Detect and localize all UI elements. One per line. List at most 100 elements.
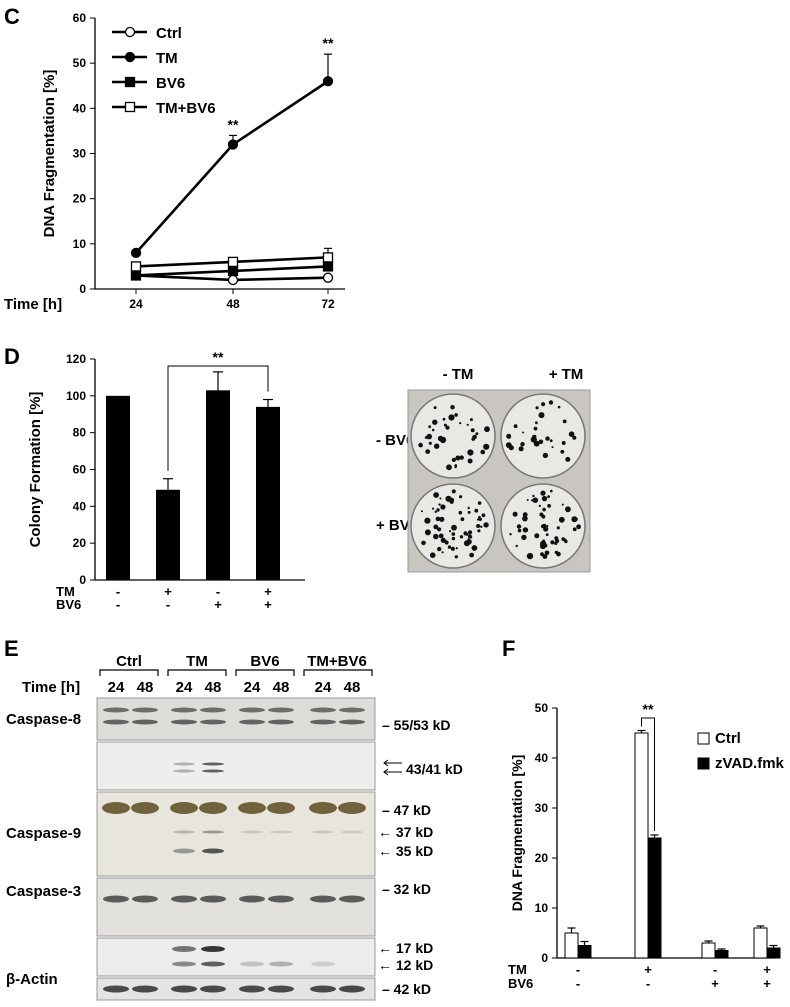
size-marker: – 55/53 kD — [382, 717, 451, 733]
colony-dot — [516, 524, 522, 529]
blot-band — [239, 707, 265, 713]
size-marker: ← 12 kD — [378, 957, 433, 973]
blot-band — [202, 848, 224, 854]
condition-sign: - — [116, 597, 120, 612]
colony-dot — [438, 503, 441, 506]
blot-band — [171, 719, 197, 725]
y-tick-label: 20 — [73, 192, 87, 206]
colony-dot — [565, 456, 571, 462]
blot-band — [238, 802, 266, 814]
blot-band — [339, 707, 365, 713]
colony-dot — [451, 536, 456, 541]
blot-band — [341, 830, 363, 834]
x-tick-label: 48 — [226, 297, 240, 311]
colony-dot — [541, 402, 546, 407]
blot-band — [170, 802, 198, 814]
y-tick-label: 50 — [73, 56, 87, 70]
colony-dot — [545, 533, 549, 536]
blot-group-tm: TM — [186, 653, 208, 670]
y-tick-label: 60 — [73, 11, 87, 25]
colony-dot — [522, 515, 528, 522]
colony-dot — [454, 413, 458, 417]
colony-dot — [447, 545, 452, 549]
panel-label-f: F — [502, 636, 516, 661]
colony-dot — [508, 445, 514, 451]
colony-dot — [541, 514, 546, 519]
colony-dot — [481, 451, 485, 455]
data-point — [227, 274, 239, 286]
protein-actin: β-Actin — [6, 971, 58, 988]
y-tick-label: 50 — [535, 701, 549, 715]
colony-dot — [549, 439, 553, 443]
colony-dot — [551, 446, 554, 449]
colony-dot — [475, 432, 479, 436]
colony-dot — [542, 507, 546, 512]
bar — [156, 489, 180, 580]
x-tick-label: 72 — [321, 297, 335, 311]
colony-dot — [433, 524, 439, 530]
colony-dot — [480, 525, 483, 528]
lane-label: 24 — [244, 679, 261, 696]
y-axis-label: DNA Fragmentation [%] — [41, 70, 58, 238]
blot-band — [339, 985, 365, 993]
lane-label: 24 — [108, 679, 125, 696]
size-marker: – 42 kD — [382, 981, 431, 997]
colony-dot — [557, 405, 561, 409]
blot-band — [173, 830, 195, 834]
colony-dot — [517, 528, 522, 533]
colony-dot — [469, 418, 473, 422]
time-label: Time [h] — [22, 679, 80, 696]
colony-dot — [451, 524, 457, 531]
blot-band — [268, 719, 294, 725]
colony-dot — [449, 497, 455, 503]
colony-dot — [470, 428, 475, 433]
arrow-icon — [383, 759, 402, 776]
plate-well — [500, 393, 586, 479]
colony-dot — [459, 422, 462, 425]
colony-dot — [574, 517, 578, 521]
colony-dot — [429, 552, 436, 558]
y-tick-label: 10 — [535, 901, 549, 915]
colony-dot — [465, 533, 469, 536]
legend-label: BV6 — [156, 75, 185, 92]
colony-dot — [570, 433, 574, 436]
blot-band — [171, 895, 197, 903]
colony-dot — [545, 436, 550, 441]
condition-sign: + — [164, 584, 172, 599]
colony-dot — [481, 513, 486, 518]
colony-dot — [548, 400, 554, 405]
colony-dot — [444, 540, 449, 545]
bar — [206, 390, 230, 580]
colony-dot — [420, 510, 423, 513]
colony-dot — [562, 419, 567, 424]
blot-band — [173, 848, 195, 854]
condition-sign: + — [763, 962, 771, 977]
colony-dot — [442, 417, 446, 421]
colony-dot — [431, 428, 435, 432]
colony-dot — [572, 527, 577, 532]
colony-dot — [433, 533, 439, 540]
colony-row-label-0: - BV6 — [376, 432, 414, 449]
lane-label: 48 — [137, 679, 154, 696]
colony-dot — [478, 515, 481, 519]
colony-dot — [540, 490, 546, 496]
blot-band — [309, 802, 337, 814]
blot-band — [338, 802, 366, 814]
colony-dot — [451, 532, 456, 536]
colony-dot — [432, 419, 438, 425]
colony-dot — [459, 495, 463, 499]
colony-dot — [418, 442, 423, 448]
blot-band — [173, 769, 195, 773]
y-axis-label: Colony Formation [%] — [27, 392, 44, 548]
y-tick-label: 80 — [73, 426, 87, 440]
line-chart-c: 0 10 20 30 40 50 60 24 48 72 Time [h] DNA Fragmenta… — [4, 11, 345, 313]
series-tm-bv6 — [130, 247, 334, 272]
colony-dot — [476, 524, 481, 528]
blot-band — [312, 830, 334, 834]
colony-dot — [437, 546, 442, 552]
condition-label: TM — [508, 962, 527, 977]
blot-band — [103, 985, 129, 993]
bar — [577, 945, 592, 959]
significance-label: ** — [228, 116, 239, 132]
colony-dot — [560, 449, 565, 454]
